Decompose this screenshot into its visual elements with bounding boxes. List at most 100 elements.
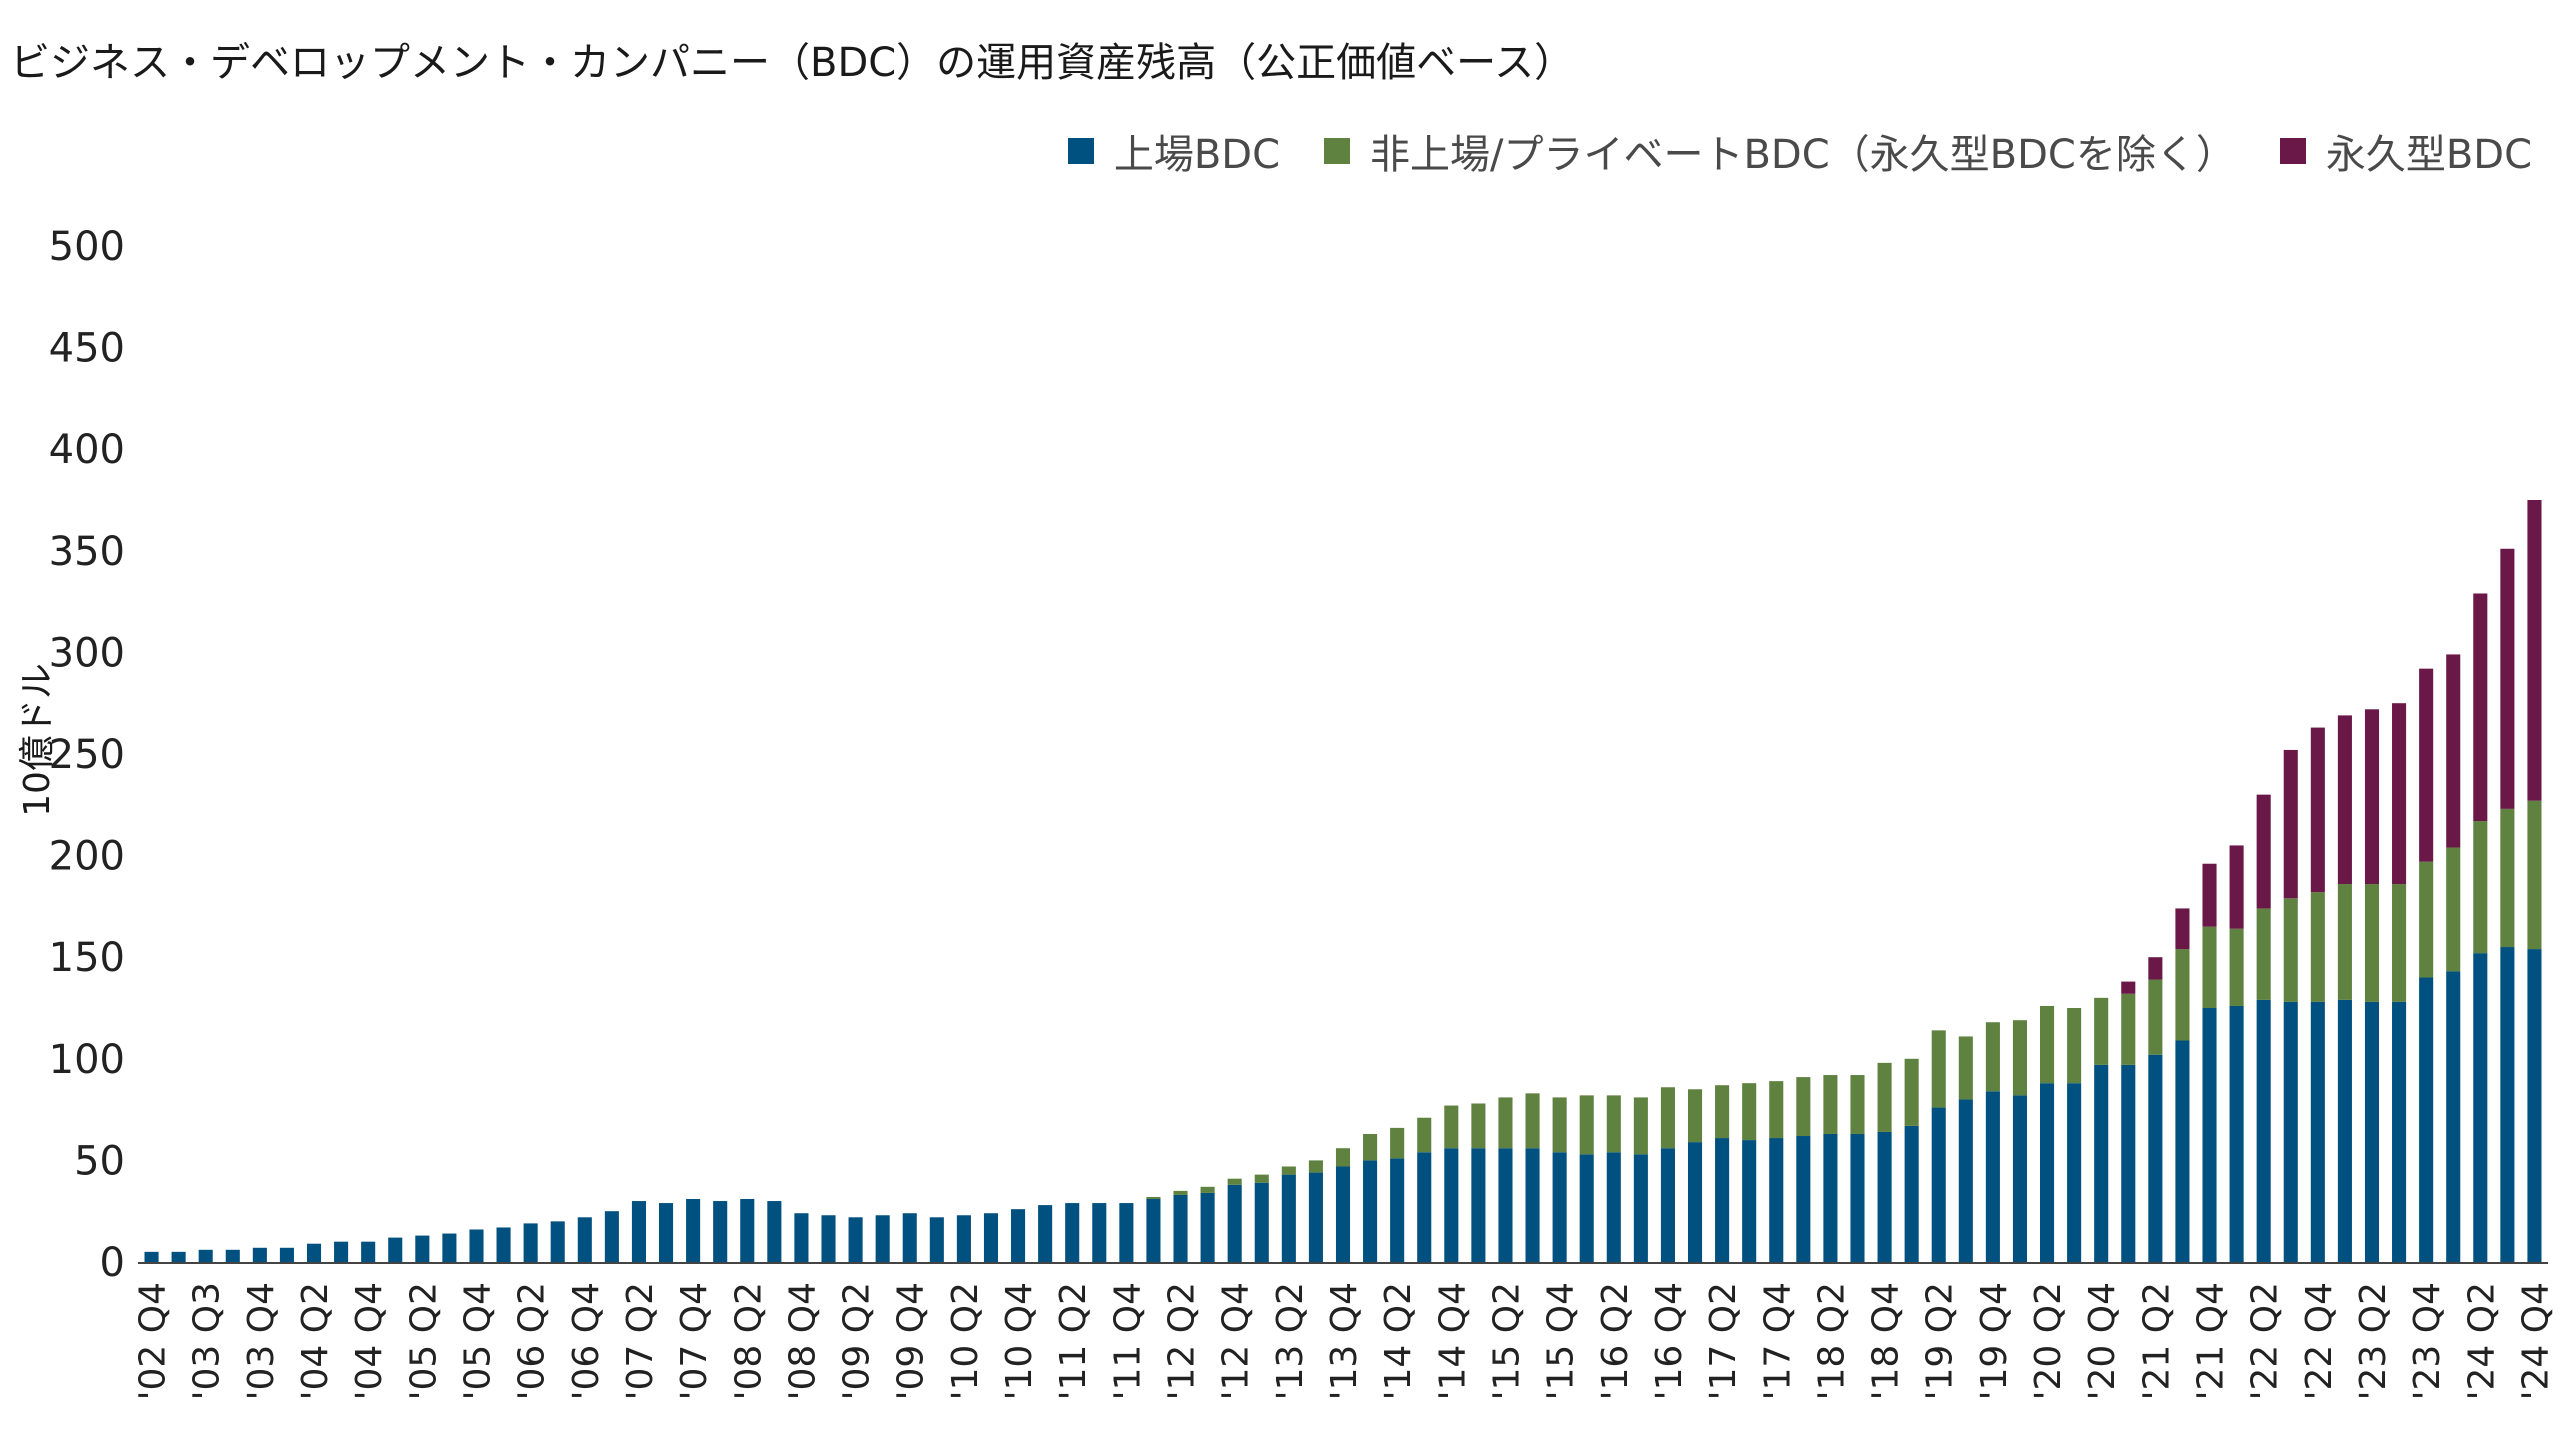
bar-segment-series-2 [2364, 709, 2380, 885]
bar-segment-series-0 [2500, 947, 2515, 1262]
bar-segment-series-1 [1985, 1022, 2000, 1092]
bar-segment-series-0 [2310, 1001, 2325, 1262]
x-tick-label: '11 Q4 [1107, 1282, 1148, 1400]
bar-segment-series-0 [523, 1223, 538, 1262]
legend-label-private-bdc: 非上場/プライベートBDC（永久型BDCを除く） [1370, 132, 2236, 178]
x-tick-label: '18 Q2 [1811, 1282, 1852, 1400]
bar-segment-series-0 [848, 1217, 863, 1262]
bar-segment-series-0 [658, 1203, 674, 1262]
x-tick-label: '12 Q2 [1162, 1282, 1203, 1400]
bar-segment-series-1 [2337, 884, 2352, 1000]
bar-segment-series-2 [2229, 845, 2244, 929]
x-tick-label: '22 Q2 [2245, 1282, 2286, 1400]
bar-segment-series-0 [1254, 1182, 1269, 1262]
bar-segment-series-0 [1525, 1148, 1540, 1262]
x-tick-label: '06 Q2 [512, 1282, 553, 1400]
x-tick-label: '23 Q2 [2353, 1282, 2394, 1400]
bar-segment-series-0 [875, 1215, 890, 1262]
y-tick-label: 100 [49, 1037, 125, 1083]
bar-segment-series-0 [577, 1217, 592, 1262]
bar-segment-series-0 [1065, 1203, 1080, 1262]
x-tick-label: '16 Q2 [1595, 1282, 1636, 1400]
bar-segment-series-0 [1850, 1133, 1865, 1262]
bar-segment-series-0 [1823, 1133, 1838, 1262]
bar-segment-series-0 [1498, 1148, 1513, 1262]
bar-segment-series-0 [1471, 1148, 1486, 1262]
bar-segment-series-0 [225, 1249, 240, 1262]
bar-segment-series-1 [1335, 1148, 1351, 1167]
bar-segment-series-0 [2473, 953, 2488, 1262]
x-tick-label: '15 Q2 [1486, 1282, 1527, 1400]
bar-segment-series-2 [2446, 654, 2461, 848]
bar-segment-series-0 [821, 1215, 836, 1262]
bar-segment-series-0 [2229, 1005, 2244, 1262]
x-tick-label: '21 Q4 [2191, 1282, 2232, 1400]
bar-segment-series-0 [2283, 1001, 2298, 1262]
bar-segment-series-1 [1363, 1133, 1378, 1161]
x-tick-label: '19 Q2 [1920, 1282, 1961, 1400]
bar-segment-series-0 [1904, 1125, 1919, 1262]
legend-item-private-bdc: 非上場/プライベートBDC（永久型BDCを除く） [1324, 122, 2236, 180]
x-tick-label: '10 Q4 [999, 1282, 1040, 1400]
bar-segment-series-0 [1281, 1174, 1296, 1262]
x-tick-label: '05 Q2 [403, 1282, 444, 1400]
x-tick-label: '11 Q2 [1053, 1282, 1094, 1400]
y-tick-label: 500 [49, 224, 125, 270]
bar-segment-series-1 [1579, 1095, 1594, 1155]
bar-segment-series-0 [469, 1229, 484, 1262]
bar-segment-series-0 [1552, 1152, 1567, 1262]
bar-segment-series-0 [604, 1211, 619, 1262]
bar-segment-series-0 [686, 1199, 701, 1262]
bar-segment-series-1 [2175, 949, 2190, 1041]
bar-segment-series-2 [2473, 593, 2488, 822]
bar-segment-series-0 [956, 1215, 971, 1262]
bar-segment-series-1 [2040, 1005, 2055, 1084]
bar-segment-series-2 [2148, 957, 2163, 980]
bar-segment-series-0 [1308, 1172, 1323, 1262]
bar-segment-series-2 [2337, 715, 2352, 885]
bar-segment-series-1 [1931, 1030, 1946, 1108]
bar-segment-series-1 [2121, 993, 2136, 1065]
bar-segment-series-0 [1579, 1154, 1594, 1262]
bar-segment-series-0 [171, 1251, 186, 1262]
x-tick-label: '24 Q4 [2515, 1282, 2556, 1400]
bar-segment-series-0 [929, 1217, 944, 1262]
bar-segment-series-1 [1850, 1075, 1865, 1134]
x-tick-label: '04 Q2 [295, 1282, 336, 1400]
bar-segment-series-0 [198, 1249, 213, 1262]
bar-segment-series-2 [2310, 727, 2325, 893]
bar-segment-series-2 [2500, 548, 2515, 809]
bar-segment-series-0 [902, 1213, 917, 1262]
bar-segment-series-1 [2500, 808, 2515, 948]
bar-segment-series-2 [2283, 749, 2298, 899]
bar-segment-series-0 [794, 1213, 809, 1262]
x-tick-label: '17 Q2 [1703, 1282, 1744, 1400]
bar-segment-series-0 [1173, 1194, 1188, 1262]
bar-segment-series-0 [1633, 1154, 1648, 1262]
x-tick-label: '02 Q4 [133, 1282, 174, 1400]
bar-segment-series-0 [2121, 1064, 2136, 1262]
legend: 上場BDC 非上場/プライベートBDC（永久型BDCを除く） 永久型BDC [1067, 122, 2532, 180]
bar-segment-series-1 [1444, 1105, 1459, 1149]
legend-label-perpetual-bdc: 永久型BDC [2325, 132, 2532, 178]
bar-segment-series-2 [2121, 981, 2136, 994]
bar-segment-series-0 [983, 1213, 999, 1262]
x-axis-tick-labels: '02 Q4 '03 Q3 '03 Q4 '04 Q2 '04 Q4 '05 Q2 '05 … [133, 1282, 2557, 1400]
x-tick-label: '16 Q4 [1649, 1282, 1690, 1400]
bar-segment-series-0 [388, 1237, 403, 1262]
bar-segment-series-0 [1742, 1140, 1757, 1262]
bar-segment-series-0 [442, 1233, 457, 1262]
legend-swatch-private-bdc [1324, 138, 1350, 164]
bar-segment-series-0 [1606, 1152, 1621, 1262]
x-tick-label: '08 Q2 [728, 1282, 769, 1400]
bar-segment-series-0 [1715, 1138, 1730, 1262]
bar-segment-series-0 [1958, 1099, 1973, 1262]
bar-segment-series-2 [2256, 794, 2271, 909]
x-tick-label: '09 Q2 [837, 1282, 878, 1400]
bar-segment-series-0 [1877, 1131, 1892, 1262]
x-tick-label: '24 Q2 [2461, 1282, 2502, 1400]
bar-segment-series-0 [2392, 1001, 2407, 1262]
bar-segment-series-1 [2067, 1008, 2082, 1084]
bar-segment-series-0 [2337, 999, 2352, 1262]
y-tick-label: 400 [49, 427, 125, 473]
